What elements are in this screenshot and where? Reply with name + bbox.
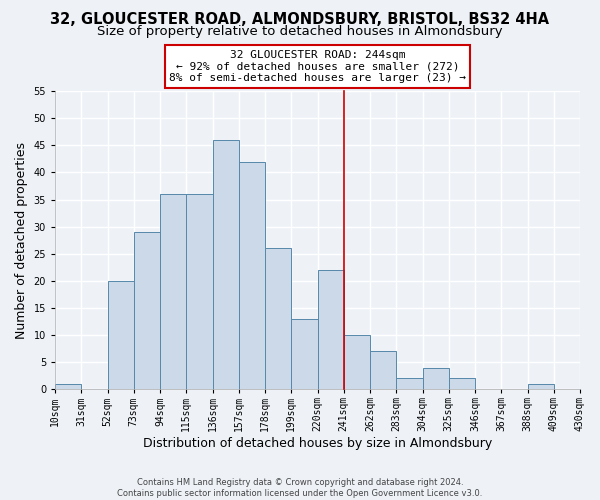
Y-axis label: Number of detached properties: Number of detached properties — [15, 142, 28, 338]
Bar — [396, 378, 422, 389]
Bar — [134, 232, 160, 389]
Bar — [107, 281, 134, 389]
Text: Size of property relative to detached houses in Almondsbury: Size of property relative to detached ho… — [97, 25, 503, 38]
Bar — [265, 248, 291, 389]
Bar — [449, 378, 475, 389]
Bar — [370, 352, 396, 389]
Bar — [527, 384, 554, 389]
Bar — [344, 335, 370, 389]
X-axis label: Distribution of detached houses by size in Almondsbury: Distribution of detached houses by size … — [143, 437, 492, 450]
Bar — [55, 384, 82, 389]
Text: 32, GLOUCESTER ROAD, ALMONDSBURY, BRISTOL, BS32 4HA: 32, GLOUCESTER ROAD, ALMONDSBURY, BRISTO… — [50, 12, 550, 28]
Bar — [291, 319, 317, 389]
Bar — [422, 368, 449, 389]
Bar — [160, 194, 187, 389]
Bar — [212, 140, 239, 389]
Text: Contains HM Land Registry data © Crown copyright and database right 2024.
Contai: Contains HM Land Registry data © Crown c… — [118, 478, 482, 498]
Bar — [187, 194, 212, 389]
Text: 32 GLOUCESTER ROAD: 244sqm
← 92% of detached houses are smaller (272)
8% of semi: 32 GLOUCESTER ROAD: 244sqm ← 92% of deta… — [169, 50, 466, 83]
Bar — [239, 162, 265, 389]
Bar — [317, 270, 344, 389]
